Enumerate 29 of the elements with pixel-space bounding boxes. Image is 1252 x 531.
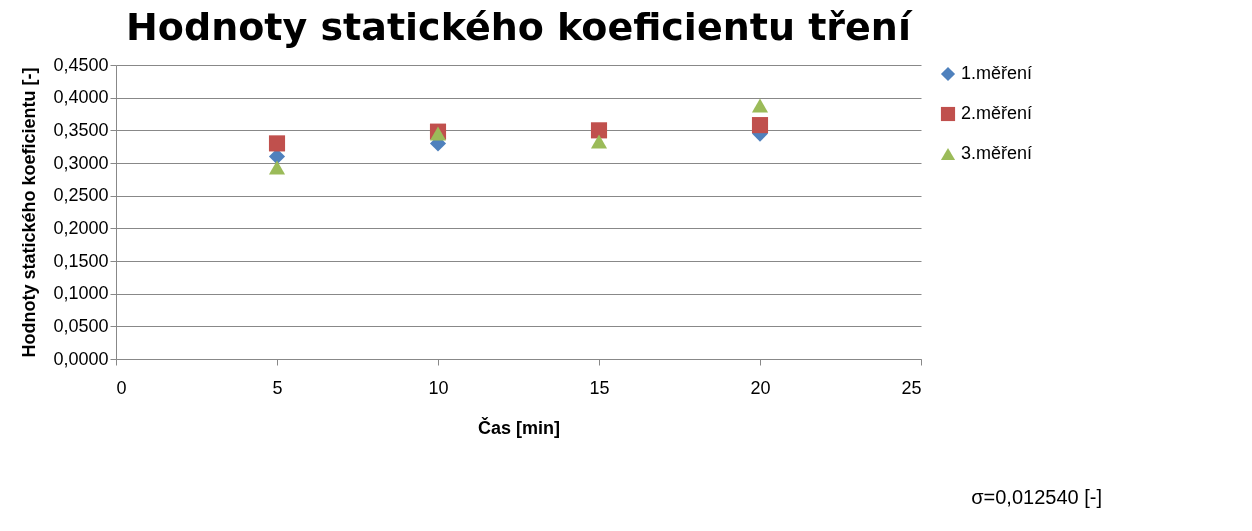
point: [590, 122, 608, 139]
y-tick-label: 0,3500: [53, 119, 109, 140]
y-tick-label: 0,3000: [53, 152, 109, 173]
y-tick-label: 0,2500: [53, 185, 109, 206]
text: σ=0,012540 [-]: [971, 486, 1102, 509]
x-tick-label: 15: [589, 377, 610, 398]
point: [268, 135, 286, 152]
legend-label: 1.měření: [961, 63, 1033, 83]
x-tick-label: 20: [750, 377, 771, 398]
y-tick-label: 0,0500: [53, 315, 109, 336]
x-axis-title: Čas [min]: [477, 416, 561, 438]
chart-title: Hodnoty statického koeficientu tření: [126, 5, 913, 49]
point: [268, 160, 286, 175]
x-tick-label: 5: [272, 377, 283, 398]
x-tick-label: 25: [901, 377, 922, 398]
x-tick-label: 0: [116, 377, 127, 398]
y-tick-label: 0,1500: [53, 250, 109, 271]
legend-label: 3.měření: [961, 143, 1033, 163]
point: [751, 117, 769, 134]
point: [590, 134, 608, 149]
y-tick-label: 0,4000: [53, 87, 109, 108]
y-tick-label: 0,4500: [53, 54, 109, 75]
y-tick-label: 0,1000: [53, 283, 109, 304]
y-tick-label: 0,2000: [53, 217, 109, 238]
y-axis-title: Hodnoty statického koeficientu [-]: [19, 67, 40, 358]
legend-label: 2.měření: [961, 103, 1033, 123]
y-tick-label: 0,0000: [53, 348, 109, 369]
point: [751, 98, 769, 113]
x-tick-label: 10: [428, 377, 449, 398]
